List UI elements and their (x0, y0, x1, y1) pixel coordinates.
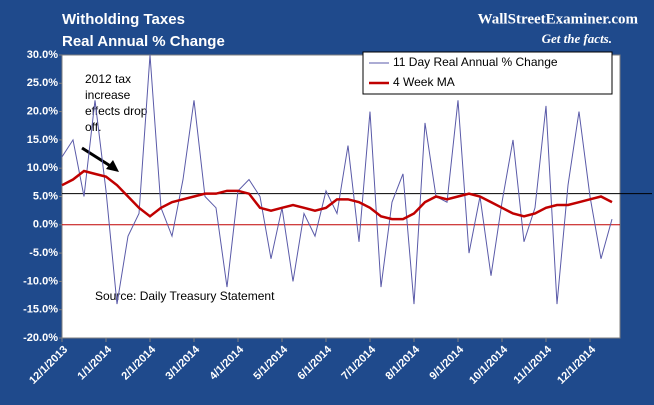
arrow (81, 146, 113, 169)
source-note: Source: Daily Treasury Statement (95, 289, 275, 303)
series-line (61, 169, 613, 221)
chart-title: Witholding Taxes (62, 11, 185, 28)
annotation: effects drop (85, 104, 148, 118)
y-tick-label: -10.0% (23, 275, 58, 287)
y-tick-label: 30.0% (27, 49, 58, 61)
legend-box (362, 51, 613, 95)
y-tick-label: 15.0% (27, 134, 58, 146)
legend-label: 11 Day Real Annual % Change (393, 55, 558, 69)
annotation: 2012 tax (85, 72, 131, 86)
legend-label: 4 Week MA (393, 75, 455, 89)
y-tick-label: -15.0% (23, 304, 58, 316)
y-tick-label: -5.0% (29, 247, 58, 259)
y-tick-label: 0.0% (33, 219, 58, 231)
plot-area (61, 54, 621, 339)
y-tick-label: 5.0% (33, 190, 58, 202)
y-tick-label: -20.0% (23, 332, 58, 344)
series-line (61, 54, 613, 305)
chart-subtitle: Real Annual % Change (62, 33, 225, 50)
annotation: increase (85, 88, 131, 102)
tagline: Get the facts. (542, 31, 612, 46)
y-tick-label: 20.0% (27, 106, 58, 118)
watermark: WallStreetExaminer.com (478, 11, 639, 27)
y-tick-label: 10.0% (27, 162, 58, 174)
arrow-head (106, 160, 119, 172)
y-tick-label: 25.0% (27, 77, 58, 89)
